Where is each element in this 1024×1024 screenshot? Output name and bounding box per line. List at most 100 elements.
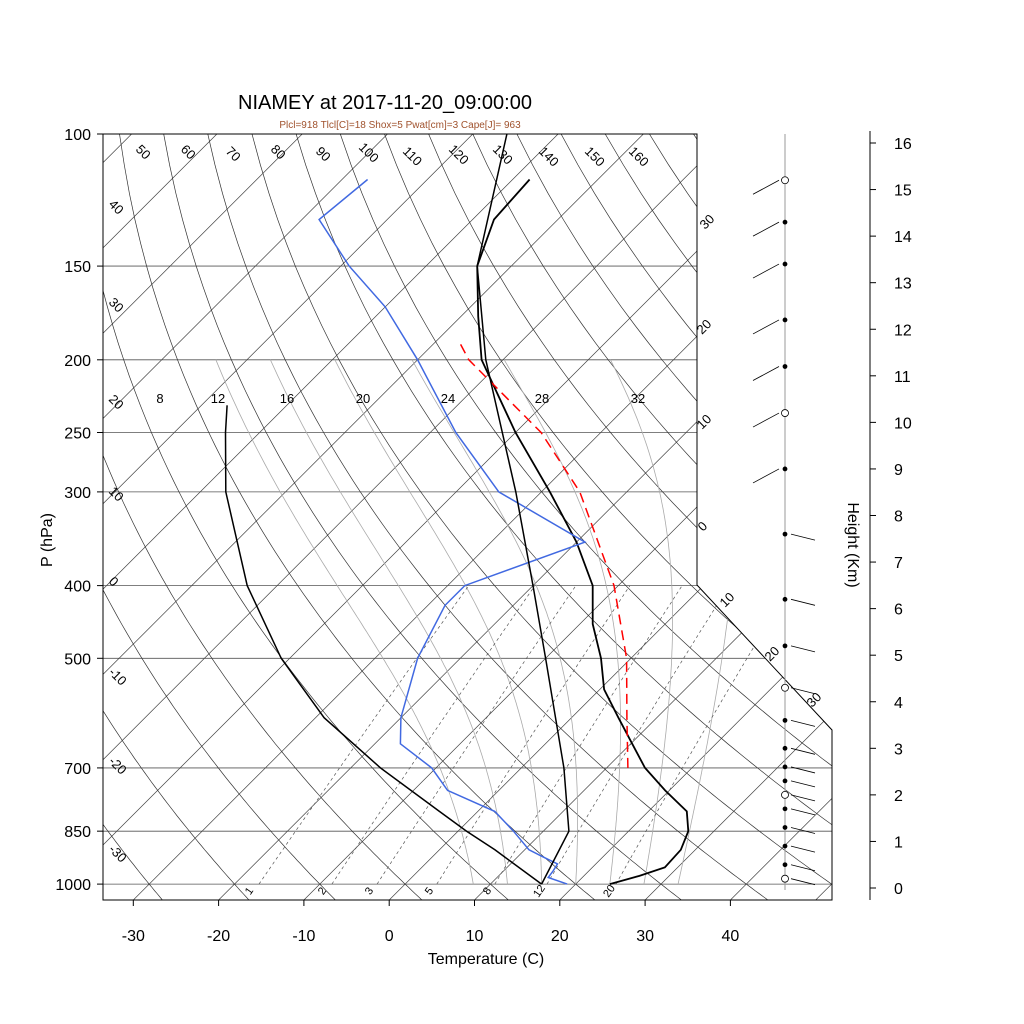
dry-adiabat	[428, 134, 832, 900]
dry-adiabat	[472, 134, 832, 900]
height-tick-label: 5	[894, 648, 903, 665]
mixing-ratio-label: 12	[531, 883, 548, 900]
wind-barb-dot	[782, 364, 788, 369]
isotherm-label-right: 20	[762, 643, 783, 664]
wind-barb-dot	[781, 409, 789, 417]
mixing-ratio-label: 2	[316, 885, 329, 897]
isotherm-label-left: 0	[106, 574, 122, 590]
pressure-tick-label: 250	[64, 425, 91, 442]
wind-barb-dot	[782, 764, 788, 770]
sounding-series-4	[476, 134, 570, 885]
temperature-tick-label: 0	[385, 928, 394, 945]
height-tick-label: 8	[894, 509, 903, 526]
isotherm-line	[303, 134, 832, 900]
isotherm-label-right: 10	[717, 589, 738, 610]
mixing-ratio-line	[546, 585, 730, 885]
dry-adiabat-label: 120	[446, 142, 472, 168]
wind-barb-dot	[782, 806, 788, 812]
dry-adiabat-label: 70	[223, 144, 244, 165]
sounding-series-0	[476, 178, 690, 885]
isotherm-line	[103, 134, 388, 900]
dry-adiabat-label: 80	[268, 142, 289, 163]
moist-adiabat-label: 32	[631, 391, 645, 406]
dry-adiabat	[103, 134, 250, 900]
mixing-ratio-line	[258, 585, 469, 885]
wind-barb	[790, 794, 816, 802]
dry-adiabat	[251, 134, 832, 900]
temperature-tick-label: -20	[207, 928, 230, 945]
pressure-tick-label: 100	[64, 127, 91, 144]
mixing-ratio-label: 1	[243, 885, 256, 897]
dry-adiabat-label: 50	[133, 142, 154, 163]
isotherm-line	[103, 134, 218, 900]
frame-layer	[102, 133, 833, 901]
moist-adiabat-label: 16	[280, 391, 294, 406]
moist-adiabat	[334, 359, 542, 885]
moist-adiabat-label: 20	[356, 391, 370, 406]
moist-adiabat	[270, 359, 508, 885]
wind-barb-dot	[781, 683, 789, 692]
isotherm-label-left: -20	[106, 754, 130, 778]
wind-barb	[790, 780, 816, 788]
chart-subtitle: Plcl=918 Tlcl[C]=18 Shox=5 Pwat[cm]=3 Ca…	[279, 120, 521, 131]
pressure-tick-label: 150	[64, 259, 91, 276]
height-tick-label: 13	[894, 276, 912, 293]
temperature-tick-label: 20	[551, 928, 569, 945]
wind-barb	[790, 864, 816, 872]
isotherm-label-right: 30	[804, 689, 825, 710]
moist-adiabat-label: 12	[211, 391, 225, 406]
moist-adiabat	[610, 359, 673, 885]
wind-barb-dot	[781, 176, 789, 185]
wind-barb	[790, 645, 816, 653]
dry-adiabat-label: 110	[400, 144, 425, 169]
wind-barb	[752, 221, 780, 237]
wind-barb-dot	[782, 531, 788, 537]
isotherm-label-left: 20	[106, 392, 127, 413]
wind-barb-dot	[781, 790, 789, 799]
mixing-ratio-line	[615, 585, 792, 885]
wind-barb	[752, 366, 780, 381]
y-axis-label: P (hPa)	[39, 513, 56, 567]
moist-adiabat-label: 28	[535, 391, 549, 406]
dry-adiabat-label: 150	[582, 144, 608, 170]
height-tick-label: 12	[894, 322, 912, 339]
moist-adiabat	[677, 359, 737, 885]
chart-title: NIAMEY at 2017-11-20_09:00:00	[238, 92, 532, 114]
mixing-ratio-line	[331, 585, 536, 885]
isotherm-label-right: 30	[697, 211, 718, 232]
height-tick-label: 16	[894, 136, 912, 153]
x-axis-label: Temperature (C)	[428, 951, 544, 968]
wind-barb	[790, 878, 816, 886]
sounding-series-2	[224, 405, 543, 885]
isotherm-line	[730, 134, 832, 900]
height-tick-label: 6	[894, 602, 903, 619]
pressure-tick-label: 700	[64, 761, 91, 778]
dry-adiabat	[103, 134, 163, 900]
dry-adiabat	[119, 134, 596, 900]
isotherm-label-left: -30	[106, 842, 130, 866]
mixing-ratio-line	[436, 585, 631, 885]
dry-adiabat	[103, 134, 336, 900]
wind-barb	[752, 468, 780, 484]
moist-adiabat	[503, 359, 621, 885]
height-tick-label: 1	[894, 834, 903, 851]
sounding-series-1	[318, 178, 587, 885]
temperature-tick-label: 30	[636, 928, 654, 945]
isotherm-line	[901, 134, 1024, 900]
isotherm-line	[133, 134, 832, 900]
wind-barb-dot	[782, 825, 788, 830]
moist-adiabat	[215, 359, 474, 885]
height-axis-label: Height (Km)	[844, 502, 861, 587]
wind-barb	[790, 719, 816, 727]
mixing-ratio-label: 5	[423, 885, 436, 897]
wind-barb-dot	[782, 643, 788, 649]
wind-barb	[752, 263, 780, 279]
mixing-ratio-label: 20	[601, 883, 618, 900]
mixing-ratio-label: 8	[481, 885, 494, 897]
wind-barb-dot	[782, 778, 788, 784]
dry-adiabat	[207, 134, 769, 900]
pressure-tick-label: 200	[64, 353, 91, 370]
